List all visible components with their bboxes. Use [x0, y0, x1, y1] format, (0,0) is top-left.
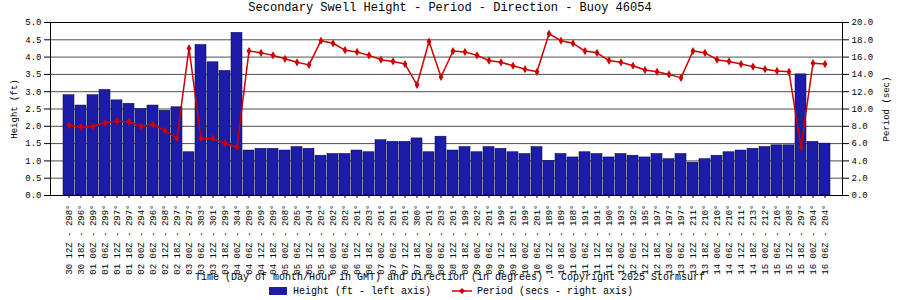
svg-text:2.5: 2.5 — [25, 105, 41, 115]
svg-text:10 12Z - 189°: 10 12Z - 189° — [545, 205, 555, 275]
svg-text:04 00Z - 304°: 04 00Z - 304° — [233, 205, 243, 275]
svg-text:04 12Z - 209°: 04 12Z - 209° — [257, 205, 267, 275]
svg-text:01 06Z - 299°: 01 06Z - 299° — [101, 205, 111, 275]
svg-text:16 06Z - 204°: 16 06Z - 204° — [821, 205, 831, 275]
svg-text:13 00Z - 197°: 13 00Z - 197° — [665, 205, 675, 275]
svg-text:04 06Z - 209°: 04 06Z - 209° — [245, 205, 255, 275]
svg-text:30 12Z - 298°: 30 12Z - 298° — [65, 205, 75, 275]
svg-text:09 00Z - 202°: 09 00Z - 202° — [473, 205, 483, 275]
svg-text:08 12Z - 201°: 08 12Z - 201° — [449, 205, 459, 275]
svg-text:12 12Z - 195°: 12 12Z - 195° — [641, 205, 651, 275]
svg-text:13 12Z - 211°: 13 12Z - 211° — [689, 205, 699, 275]
svg-text:07 18Z - 300°: 07 18Z - 300° — [413, 205, 423, 275]
svg-text:02 00Z - 294°: 02 00Z - 294° — [137, 205, 147, 275]
svg-text:10 06Z - 201°: 10 06Z - 201° — [533, 205, 543, 275]
svg-text:12 06Z - 192°: 12 06Z - 192° — [629, 205, 639, 275]
svg-text:11 18Z - 190°: 11 18Z - 190° — [605, 205, 615, 275]
svg-text:13 18Z - 210°: 13 18Z - 210° — [701, 205, 711, 275]
svg-text:13 06Z - 197°: 13 06Z - 197° — [677, 205, 687, 275]
svg-text:01 18Z - 297°: 01 18Z - 297° — [125, 205, 135, 275]
svg-text:5.0: 5.0 — [25, 18, 41, 28]
svg-text:11 00Z - 188°: 11 00Z - 188° — [569, 205, 579, 275]
svg-text:0.0: 0.0 — [852, 191, 868, 201]
svg-text:30 18Z - 296°: 30 18Z - 296° — [77, 205, 87, 275]
svg-text:08 00Z - 201°: 08 00Z - 201° — [425, 205, 435, 275]
svg-text:Height (ft): Height (ft) — [10, 79, 20, 138]
svg-text:07 12Z - 201°: 07 12Z - 201° — [401, 205, 411, 275]
svg-text:10 18Z - 189°: 10 18Z - 189° — [557, 205, 567, 275]
svg-text:11 12Z - 191°: 11 12Z - 191° — [593, 205, 603, 275]
svg-text:2.0: 2.0 — [852, 174, 868, 184]
svg-text:4.0: 4.0 — [25, 53, 41, 63]
svg-text:01 12Z - 297°: 01 12Z - 297° — [113, 205, 123, 275]
svg-text:08 18Z - 199°: 08 18Z - 199° — [461, 205, 471, 275]
svg-text:10.0: 10.0 — [852, 105, 874, 115]
svg-text:01 00Z - 299°: 01 00Z - 299° — [89, 205, 99, 275]
svg-text:3.0: 3.0 — [25, 88, 41, 98]
svg-text:15 18Z - 297°: 15 18Z - 297° — [797, 205, 807, 275]
svg-text:06 18Z - 203°: 06 18Z - 203° — [365, 205, 375, 275]
svg-text:14 12Z - 211°: 14 12Z - 211° — [737, 205, 747, 275]
svg-text:15 06Z - 210°: 15 06Z - 210° — [773, 205, 783, 275]
svg-text:10 00Z - 199°: 10 00Z - 199° — [521, 205, 531, 275]
svg-text:15 12Z - 208°: 15 12Z - 208° — [785, 205, 795, 275]
svg-text:4.5: 4.5 — [25, 36, 41, 46]
svg-text:14.0: 14.0 — [852, 70, 874, 80]
svg-text:03 00Z - 297°: 03 00Z - 297° — [185, 205, 195, 275]
svg-text:12.0: 12.0 — [852, 88, 874, 98]
svg-text:Period (sec): Period (sec) — [882, 77, 892, 142]
svg-text:16 00Z - 204°: 16 00Z - 204° — [809, 205, 819, 275]
svg-text:14 00Z - 210°: 14 00Z - 210° — [713, 205, 723, 275]
svg-text:07 00Z - 201°: 07 00Z - 201° — [377, 205, 387, 275]
svg-text:2.0: 2.0 — [25, 122, 41, 132]
html-text:Period (secs - right axis): Period (secs - right axis) — [477, 286, 633, 297]
html-text:Time (Day of month/Hour in GMT: Time (Day of month/Hour in GMT) and Dire… — [195, 272, 705, 283]
svg-text:6.0: 6.0 — [852, 139, 868, 149]
svg-text:08 06Z - 203°: 08 06Z - 203° — [437, 205, 447, 275]
svg-text:05 06Z - 205°: 05 06Z - 205° — [293, 205, 303, 275]
svg-text:06 00Z - 202°: 06 00Z - 202° — [329, 205, 339, 275]
svg-text:06 12Z - 201°: 06 12Z - 201° — [353, 205, 363, 275]
svg-text:1.0: 1.0 — [25, 157, 41, 167]
svg-text:09 18Z - 201°: 09 18Z - 201° — [509, 205, 519, 275]
svg-text:18.0: 18.0 — [852, 36, 874, 46]
svg-text:12 00Z - 193°: 12 00Z - 193° — [617, 205, 627, 275]
svg-text:07 06Z - 201°: 07 06Z - 201° — [389, 205, 399, 275]
svg-text:14 06Z - 210°: 14 06Z - 210° — [725, 205, 735, 275]
svg-text:03 18Z - 299°: 03 18Z - 299° — [221, 205, 231, 275]
svg-text:20.0: 20.0 — [852, 18, 874, 28]
svg-text:02 06Z - 296°: 02 06Z - 296° — [149, 205, 159, 275]
svg-text:09 06Z - 201°: 09 06Z - 201° — [485, 205, 495, 275]
svg-text:15 00Z - 212°: 15 00Z - 212° — [761, 205, 771, 275]
html-text:Height (ft - left axis): Height (ft - left axis) — [293, 286, 431, 297]
svg-text:14 18Z - 213°: 14 18Z - 213° — [749, 205, 759, 275]
svg-text:11 06Z - 191°: 11 06Z - 191° — [581, 205, 591, 275]
svg-text:02 18Z - 297°: 02 18Z - 297° — [173, 205, 183, 275]
html-text:Secondary Swell Height - Perio: Secondary Swell Height - Period - Direct… — [248, 1, 652, 15]
svg-text:09 12Z - 199°: 09 12Z - 199° — [497, 205, 507, 275]
svg-text:8.0: 8.0 — [852, 122, 868, 132]
svg-text:3.5: 3.5 — [25, 70, 41, 80]
svg-text:03 06Z - 303°: 03 06Z - 303° — [197, 205, 207, 275]
svg-text:03 12Z - 301°: 03 12Z - 301° — [209, 205, 219, 275]
svg-text:0.5: 0.5 — [25, 174, 41, 184]
svg-text:05 18Z - 202°: 05 18Z - 202° — [317, 205, 327, 275]
svg-text:05 00Z - 208°: 05 00Z - 208° — [281, 205, 291, 275]
svg-text:0.0: 0.0 — [25, 191, 41, 201]
svg-text:05 12Z - 204°: 05 12Z - 204° — [305, 205, 315, 275]
svg-text:04 18Z - 209°: 04 18Z - 209° — [269, 205, 279, 275]
svg-text:16.0: 16.0 — [852, 53, 874, 63]
svg-text:06 06Z - 202°: 06 06Z - 202° — [341, 205, 351, 275]
svg-text:12 18Z - 197°: 12 18Z - 197° — [653, 205, 663, 275]
svg-text:1.5: 1.5 — [25, 139, 41, 149]
svg-text:02 12Z - 298°: 02 12Z - 298° — [161, 205, 171, 275]
svg-text:4.0: 4.0 — [852, 157, 868, 167]
